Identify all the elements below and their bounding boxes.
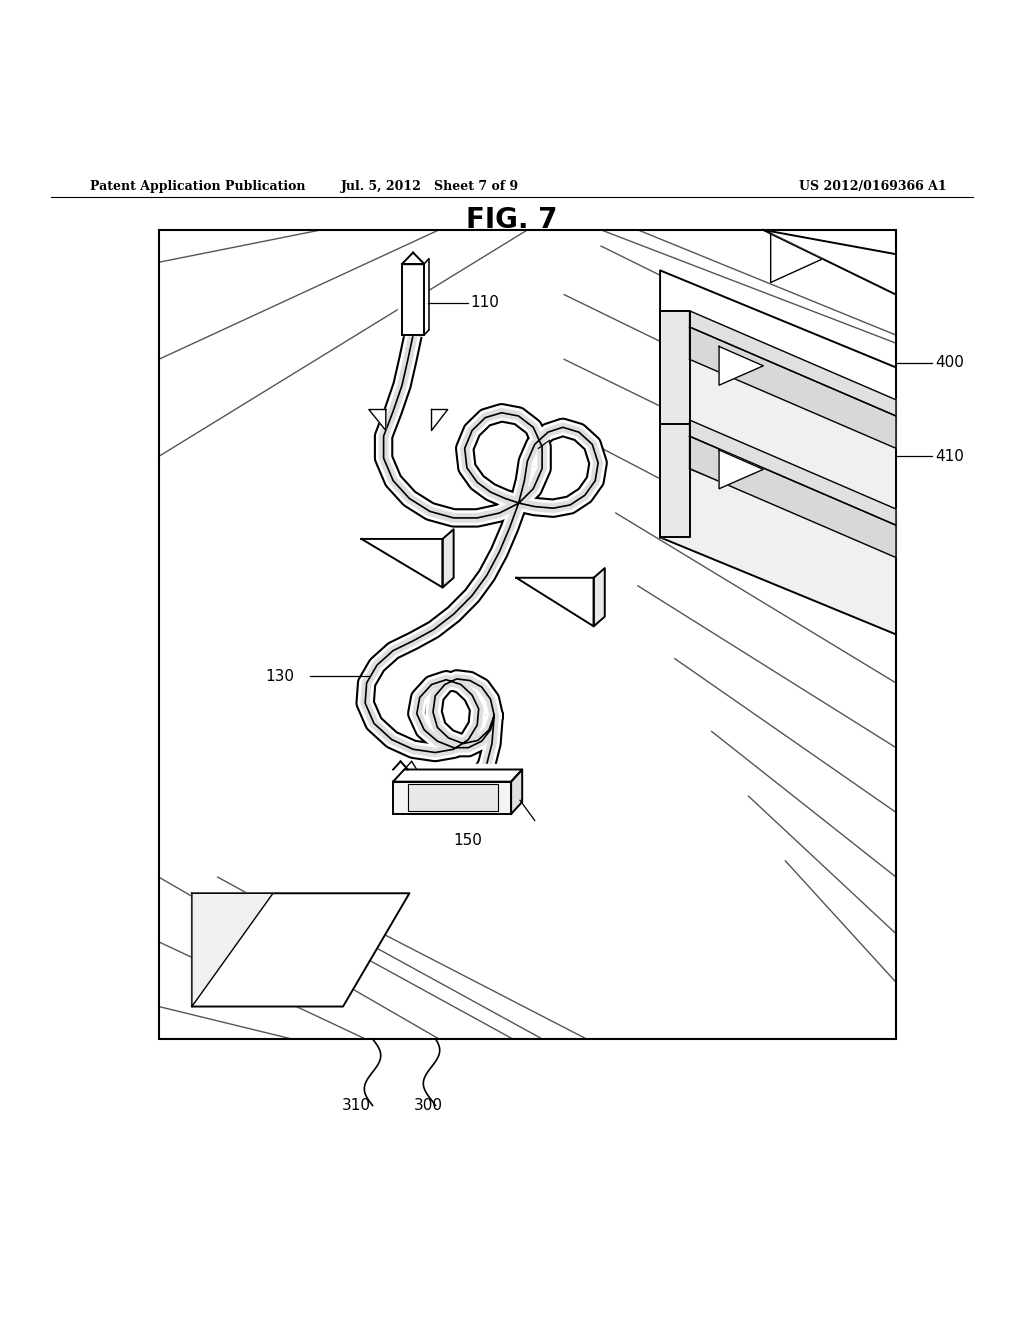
Polygon shape [594,568,605,626]
Polygon shape [408,784,498,810]
Text: Patent Application Publication: Patent Application Publication [90,181,305,194]
Polygon shape [393,770,522,781]
Text: 140: 140 [552,426,581,441]
Polygon shape [660,310,689,537]
Polygon shape [689,436,896,557]
Polygon shape [431,409,447,430]
Text: 130: 130 [265,669,295,684]
Text: 310: 310 [342,1098,371,1113]
Polygon shape [398,263,428,335]
Polygon shape [191,894,410,1007]
Polygon shape [369,409,386,430]
Polygon shape [406,788,509,821]
Polygon shape [719,450,763,488]
Text: FIG. 7: FIG. 7 [466,206,558,234]
Polygon shape [689,310,896,416]
Polygon shape [516,578,594,626]
Polygon shape [393,781,511,814]
Polygon shape [660,271,896,408]
Polygon shape [421,780,504,791]
Polygon shape [442,529,454,587]
Polygon shape [509,776,520,821]
Polygon shape [660,416,896,553]
Bar [159,230,896,1039]
Polygon shape [763,230,896,294]
Text: 150: 150 [454,833,482,849]
Text: 300: 300 [414,1098,442,1113]
Polygon shape [406,776,520,788]
Polygon shape [380,764,535,829]
Text: Jul. 5, 2012   Sheet 7 of 9: Jul. 5, 2012 Sheet 7 of 9 [341,181,519,194]
Polygon shape [719,346,763,385]
Polygon shape [361,539,442,587]
Polygon shape [191,894,273,1007]
Polygon shape [421,791,495,814]
Text: 410: 410 [935,449,964,463]
Polygon shape [771,234,822,282]
Text: 400: 400 [935,355,964,370]
Polygon shape [689,420,896,525]
Text: US 2012/0169366 A1: US 2012/0169366 A1 [799,181,946,194]
Polygon shape [689,327,896,449]
Polygon shape [660,310,896,521]
Text: 110: 110 [471,296,500,310]
Polygon shape [511,770,522,814]
Polygon shape [660,457,896,635]
